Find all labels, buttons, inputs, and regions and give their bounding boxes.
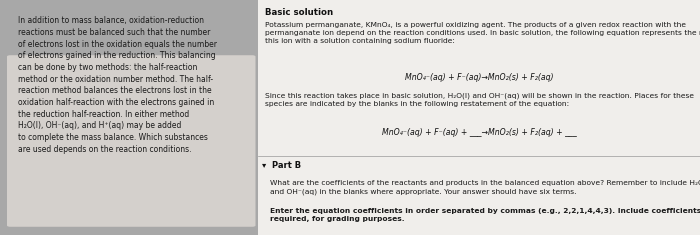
Text: MnO₄⁻(aq) + F⁻(aq) + ___→MnO₂(s) + F₂(aq) + ___: MnO₄⁻(aq) + F⁻(aq) + ___→MnO₂(s) + F₂(aq… [382,128,577,137]
Text: What are the coefficients of the reactants and products in the balanced equation: What are the coefficients of the reactan… [270,180,700,195]
Text: Since this reaction takes place in basic solution, H₂O(l) and OH⁻(aq) will be sh: Since this reaction takes place in basic… [265,93,694,107]
Text: MnO₄⁻(aq) + F⁻(aq)→MnO₂(s) + F₂(aq): MnO₄⁻(aq) + F⁻(aq)→MnO₂(s) + F₂(aq) [405,73,554,82]
Text: Potassium permanganate, KMnO₄, is a powerful oxidizing agent. The products of a : Potassium permanganate, KMnO₄, is a powe… [265,22,700,44]
Text: Enter the equation coefficients in order separated by commas (e.g., 2,2,1,4,4,3): Enter the equation coefficients in order… [270,208,700,222]
FancyBboxPatch shape [7,55,256,227]
Text: In addition to mass balance, oxidation-reduction
reactions must be balanced such: In addition to mass balance, oxidation-r… [18,16,216,154]
Bar [258,0,700,235]
Text: ▾  Part B: ▾ Part B [262,161,302,170]
Text: Basic solution: Basic solution [265,8,332,17]
